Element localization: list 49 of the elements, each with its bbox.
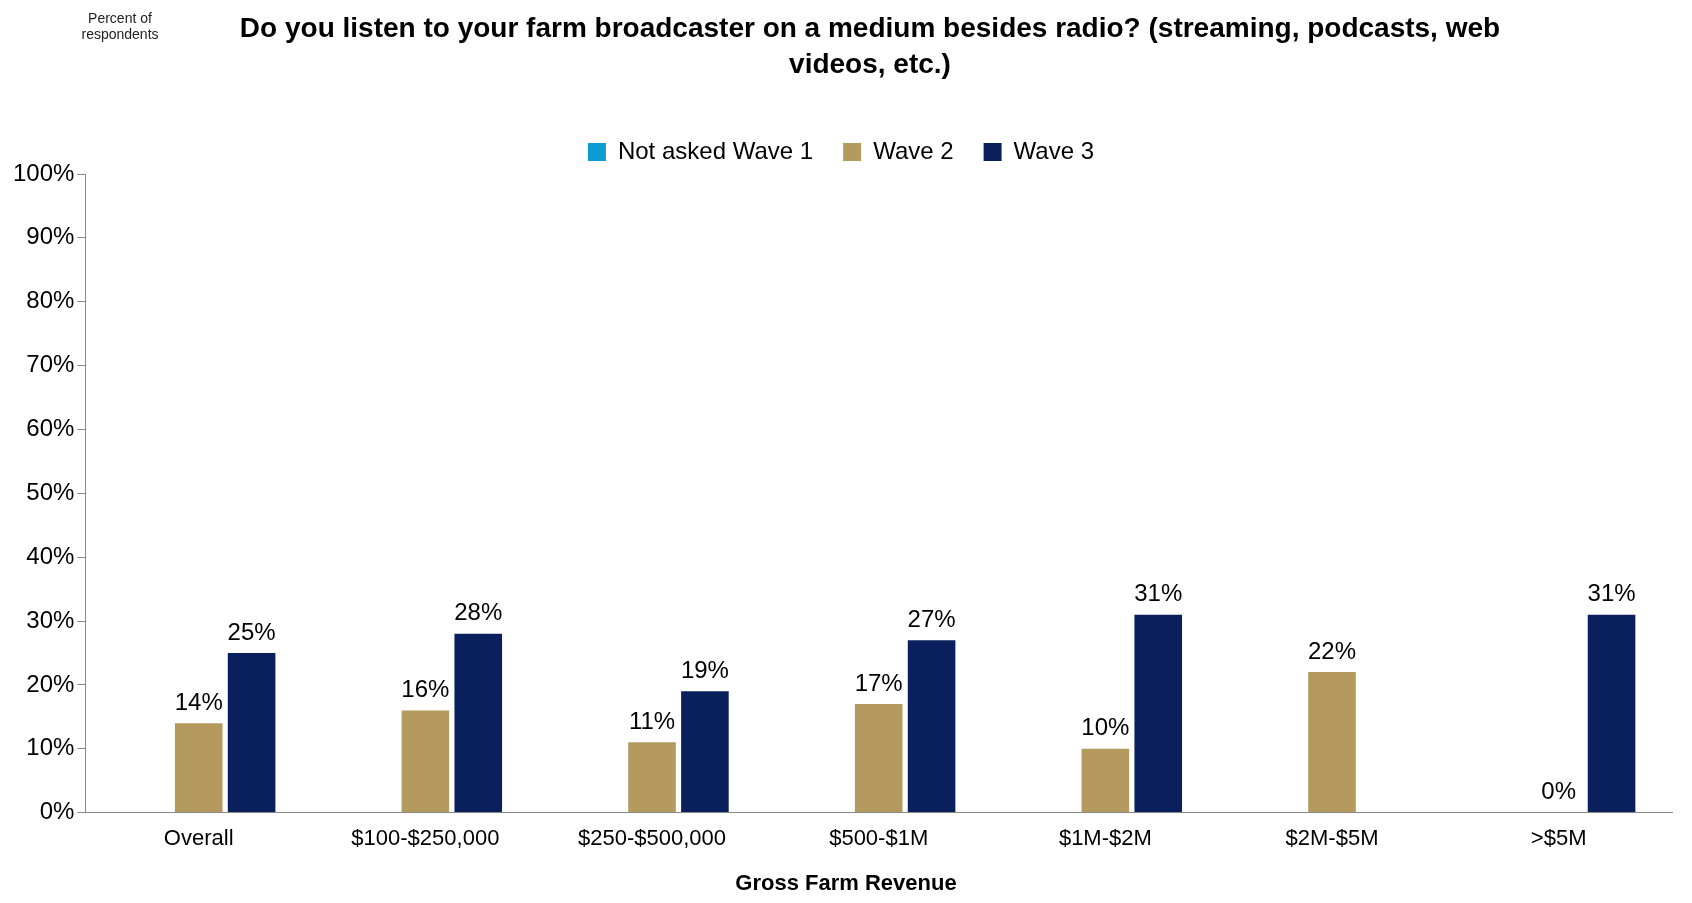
- x-tick-label: Overall: [163, 824, 234, 850]
- bar: [854, 704, 903, 813]
- data-label: 16%: [401, 675, 450, 703]
- y-tick-label: 100%: [12, 158, 75, 186]
- data-label: 27%: [907, 604, 956, 632]
- legend-label: Wave 3: [1013, 136, 1095, 164]
- x-axis-title: Gross Farm Revenue: [734, 870, 958, 896]
- y-tick-label: 10%: [26, 733, 75, 761]
- y-tick-label: 20%: [26, 669, 75, 697]
- legend-label: Not asked Wave 1: [617, 136, 814, 164]
- x-tick-label: >$5M: [1530, 824, 1587, 850]
- chart-title: Do you listen to your farm broadcaster on a medium besides radio? (streaming, podcasts, web videos, etc.): [238, 11, 1502, 82]
- data-label: 14%: [174, 687, 223, 715]
- bar: [454, 633, 503, 813]
- data-label: 28%: [454, 598, 503, 626]
- y-tick-label: 80%: [26, 286, 75, 314]
- bar: [174, 723, 223, 813]
- data-label: 10%: [1081, 713, 1130, 741]
- y-tick-label: 60%: [26, 414, 75, 442]
- bar: [401, 710, 450, 813]
- y-tick-label: 50%: [26, 477, 75, 505]
- y-tick-label: 90%: [26, 222, 75, 250]
- data-label: 17%: [854, 668, 903, 696]
- x-tick-label: $500-$1M: [829, 824, 929, 850]
- bar: [1308, 672, 1356, 813]
- bar: [227, 652, 276, 813]
- x-tick-label: $100-$250,000: [351, 824, 500, 850]
- bar: [907, 640, 956, 813]
- data-label: 0%: [1541, 777, 1577, 805]
- y-tick-label: 40%: [26, 541, 75, 569]
- data-label: 31%: [1134, 579, 1183, 607]
- x-tick-label: $250-$500,000: [578, 824, 727, 850]
- data-label: 22%: [1307, 636, 1357, 664]
- data-label: 31%: [1587, 579, 1636, 607]
- y-tick-label: 70%: [26, 350, 75, 378]
- bar: [681, 691, 729, 813]
- bar: [1081, 748, 1130, 813]
- data-label: 11%: [628, 706, 676, 734]
- bar: [628, 742, 676, 813]
- y-tick-label: 30%: [26, 605, 75, 633]
- legend-label: Wave 2: [873, 136, 954, 164]
- text: Percent of respondents: [80, 10, 160, 42]
- x-tick-label: $2M-$5M: [1285, 824, 1379, 850]
- bar: [1134, 614, 1183, 813]
- y-tick-label: 0%: [39, 797, 75, 825]
- x-tick-label: $1M-$2M: [1058, 824, 1152, 850]
- data-label: 25%: [227, 617, 276, 645]
- bar: [1587, 614, 1636, 813]
- data-label: 19%: [680, 655, 729, 683]
